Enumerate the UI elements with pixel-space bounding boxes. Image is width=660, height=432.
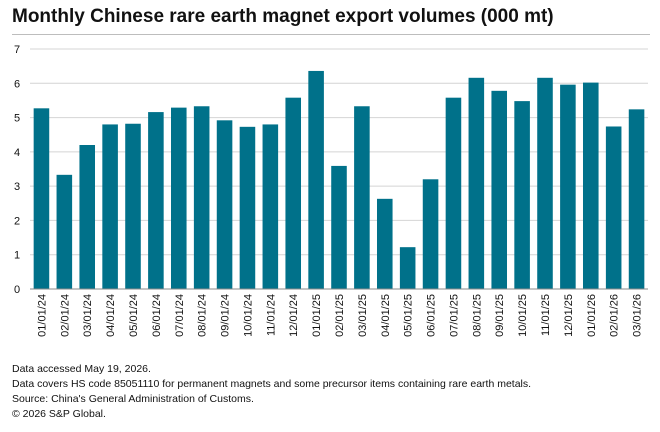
y-tick-label: 7 xyxy=(14,44,20,56)
x-tick-label: 04/01/24 xyxy=(105,294,117,337)
bar xyxy=(560,84,576,290)
bar xyxy=(468,77,485,289)
bar xyxy=(216,120,233,289)
x-tick-label: 03/01/25 xyxy=(357,294,369,337)
x-tick-label: 06/01/24 xyxy=(151,294,163,337)
bar xyxy=(331,165,347,289)
bar xyxy=(170,107,187,289)
x-tick-label: 08/01/24 xyxy=(197,294,209,337)
x-tick-label: 10/01/25 xyxy=(517,294,529,337)
bar xyxy=(628,109,645,289)
y-tick-label: 4 xyxy=(14,147,20,159)
bar xyxy=(102,124,118,289)
y-tick-label: 1 xyxy=(14,250,20,262)
note-coverage: Data covers HS code 85051110 for permane… xyxy=(12,378,532,390)
x-tick-label: 11/01/25 xyxy=(540,294,552,336)
bar xyxy=(491,90,508,289)
chart-title: Monthly Chinese rare earth magnet export… xyxy=(12,6,554,27)
bar xyxy=(422,179,439,289)
bar xyxy=(399,247,416,289)
y-tick-label: 3 xyxy=(14,181,20,193)
bar xyxy=(376,198,393,289)
bar xyxy=(148,112,164,289)
x-tick-label: 01/01/26 xyxy=(586,294,598,337)
x-tick-label: 01/01/24 xyxy=(36,294,48,337)
bar xyxy=(605,126,622,289)
bar xyxy=(56,174,73,289)
note-source: Source: China's General Administration o… xyxy=(12,393,254,405)
title-divider xyxy=(12,34,650,35)
bar xyxy=(193,106,210,289)
y-tick-label: 0 xyxy=(14,284,20,296)
x-tick-label: 09/01/25 xyxy=(494,294,506,337)
x-tick-label: 08/01/25 xyxy=(471,294,483,337)
bar xyxy=(354,106,370,289)
x-tick-label: 03/01/24 xyxy=(82,294,94,337)
x-tick-label: 07/01/25 xyxy=(448,294,460,337)
x-tick-label: 05/01/24 xyxy=(128,294,140,337)
x-tick-label: 12/01/25 xyxy=(563,294,575,337)
bar xyxy=(239,126,256,289)
bar xyxy=(308,70,324,289)
x-tick-label: 11/01/24 xyxy=(265,294,277,336)
x-tick-label: 05/01/25 xyxy=(403,294,415,337)
bar xyxy=(262,124,279,289)
x-tick-label: 01/01/25 xyxy=(311,294,323,337)
bar-chart: 0 1 2 3 4 5 6 7 01/01/24 02/01/24 03/01/24 04/01/24… xyxy=(14,44,648,337)
bar xyxy=(537,77,553,289)
bar xyxy=(33,108,50,289)
x-tick-label: 09/01/24 xyxy=(220,294,232,337)
bar xyxy=(79,145,96,289)
y-tick-label: 6 xyxy=(14,78,20,90)
bar xyxy=(125,123,141,289)
chart-notes: Data accessed May 19, 2026. Data covers … xyxy=(12,362,531,422)
x-tick-label: 02/01/25 xyxy=(334,294,346,337)
y-tick-label: 2 xyxy=(14,215,20,227)
y-tick-label: 5 xyxy=(14,113,20,125)
bar xyxy=(285,97,302,289)
bar xyxy=(582,82,599,289)
x-tick-label: 04/01/25 xyxy=(380,294,392,337)
x-tick-label: 02/01/24 xyxy=(59,294,71,337)
bar xyxy=(514,101,530,289)
x-tick-label: 02/01/26 xyxy=(609,294,621,337)
x-tick-label: 06/01/25 xyxy=(426,294,438,337)
note-copyright: © 2026 S&P Global. xyxy=(12,408,106,420)
x-tick-label: 07/01/24 xyxy=(174,294,186,337)
x-tick-label: 10/01/24 xyxy=(242,294,254,337)
note-accessed: Data accessed May 19, 2026. xyxy=(12,363,151,375)
x-tick-label: 12/01/24 xyxy=(288,294,300,337)
bar xyxy=(445,97,462,289)
x-tick-label: 03/01/26 xyxy=(632,294,644,337)
